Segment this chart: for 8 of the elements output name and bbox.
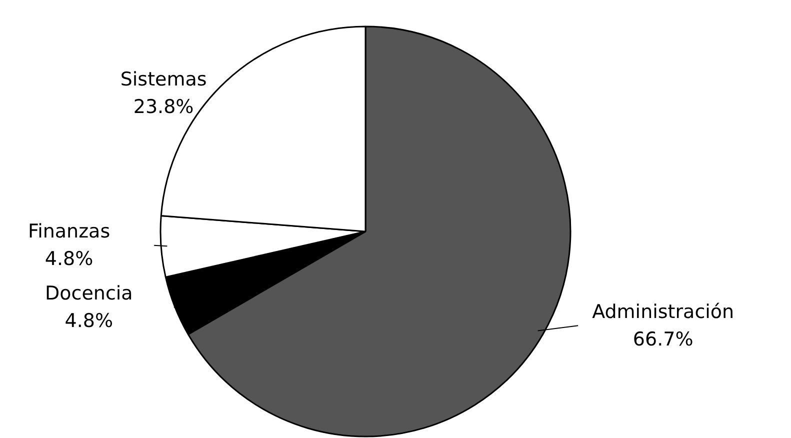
legend-label: Docencia	[45, 282, 133, 305]
data-label: 66.7%	[632, 328, 694, 350]
data-label: 4.8%	[44, 248, 94, 270]
slice-label: Sistemas	[120, 68, 207, 90]
slice-label: Administración	[592, 300, 734, 323]
data-label: 23.8%	[133, 96, 194, 118]
slice-label: Finanzas	[28, 220, 110, 243]
data-label: 4.8%	[64, 310, 114, 332]
